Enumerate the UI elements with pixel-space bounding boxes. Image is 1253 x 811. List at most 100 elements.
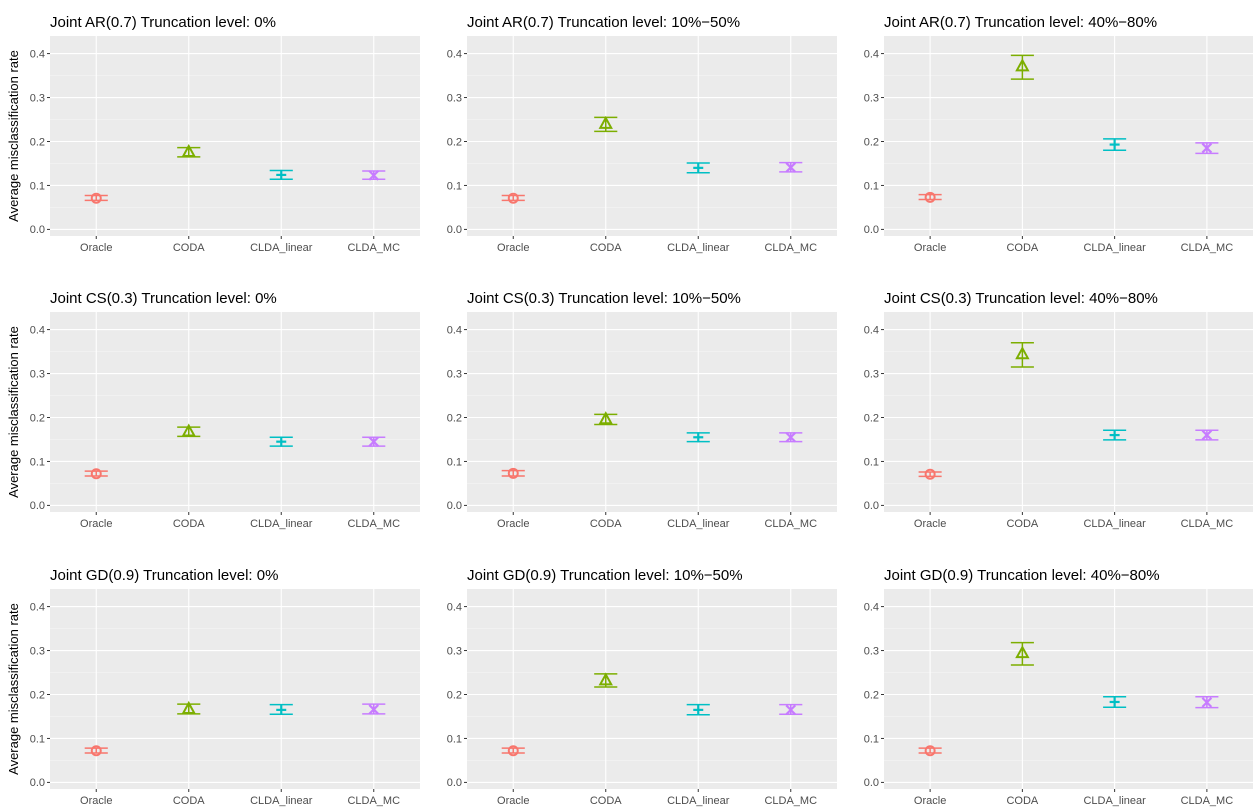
y-tick-label: 0.2 bbox=[447, 136, 462, 148]
x-tick-label: CODA bbox=[1006, 242, 1038, 254]
x-tick-label: CLDA_MC bbox=[347, 518, 400, 530]
y-tick-label: 0.1 bbox=[447, 456, 462, 468]
y-tick-label: 0.4 bbox=[447, 48, 462, 60]
x-tick-label: Oracle bbox=[80, 518, 112, 530]
y-tick-label: 0.2 bbox=[30, 689, 45, 701]
point-oracle bbox=[924, 191, 936, 203]
panel-title: Joint AR(0.7) Truncation level: 0% bbox=[50, 14, 276, 31]
y-tick-label: 0.4 bbox=[447, 601, 462, 613]
error-bar-oracle bbox=[84, 194, 108, 202]
y-tick-label: 0.2 bbox=[447, 412, 462, 424]
y-tick-label: 0.4 bbox=[30, 324, 45, 336]
point-clda-linear bbox=[276, 436, 287, 447]
panel-title: Joint AR(0.7) Truncation level: 10%−50% bbox=[467, 14, 740, 31]
point-coda bbox=[181, 143, 196, 158]
point-oracle bbox=[507, 192, 519, 204]
x-tick-label: Oracle bbox=[80, 795, 112, 807]
y-tick-label: 0.3 bbox=[30, 368, 45, 380]
point-clda-linear bbox=[693, 432, 704, 443]
y-tick-label: 0.3 bbox=[30, 645, 45, 657]
error-bar-oracle bbox=[918, 747, 942, 754]
panel-title: Joint GD(0.9) Truncation level: 10%−50% bbox=[467, 567, 743, 584]
panel-6: Joint CS(0.3) Truncation level: 40%−80% 0… bbox=[864, 290, 1253, 530]
panel-9: Joint GD(0.9) Truncation level: 40%−80% 0… bbox=[864, 567, 1253, 807]
x-tick-label: CODA bbox=[173, 242, 205, 254]
x-tick-label: CLDA_MC bbox=[764, 518, 817, 530]
y-tick-label: 0.1 bbox=[864, 733, 879, 745]
y-axis-title: Average misclassification rate bbox=[6, 326, 21, 498]
y-tick-label: 0.3 bbox=[447, 368, 462, 380]
y-tick-label: 0.2 bbox=[30, 136, 45, 148]
y-tick-label: 0.0 bbox=[864, 224, 879, 236]
y-tick-label: 0.3 bbox=[447, 92, 462, 104]
point-clda-mc bbox=[368, 170, 380, 181]
panel-title: Joint GD(0.9) Truncation level: 0% bbox=[50, 567, 278, 584]
point-oracle bbox=[924, 745, 936, 757]
x-tick-label: CLDA_linear bbox=[667, 242, 730, 254]
x-tick-label: CLDA_MC bbox=[1181, 795, 1234, 807]
panel-2: Joint AR(0.7) Truncation level: 10%−50% 0… bbox=[447, 14, 837, 254]
panel-background bbox=[50, 589, 420, 789]
point-clda-mc bbox=[785, 431, 797, 443]
x-tick-label: CLDA_linear bbox=[1083, 518, 1146, 530]
panel-background bbox=[884, 312, 1253, 512]
point-clda-mc bbox=[785, 162, 797, 173]
point-coda bbox=[181, 700, 196, 714]
point-oracle bbox=[507, 745, 519, 757]
x-tick-label: CLDA_MC bbox=[347, 795, 400, 807]
error-bar-oracle bbox=[501, 469, 525, 477]
y-tick-label: 0.2 bbox=[864, 136, 879, 148]
panel-title: Joint CS(0.3) Truncation level: 10%−50% bbox=[467, 290, 741, 307]
x-tick-label: Oracle bbox=[80, 242, 112, 254]
point-oracle bbox=[90, 468, 102, 480]
y-tick-label: 0.1 bbox=[30, 180, 45, 192]
panel-8: Joint GD(0.9) Truncation level: 10%−50% 0… bbox=[447, 567, 837, 807]
y-tick-label: 0.0 bbox=[30, 224, 45, 236]
point-coda bbox=[598, 672, 613, 686]
point-oracle bbox=[90, 192, 102, 204]
point-clda-linear bbox=[276, 704, 287, 715]
y-tick-label: 0.4 bbox=[864, 601, 879, 613]
point-coda bbox=[598, 411, 613, 425]
y-tick-label: 0.4 bbox=[30, 48, 45, 60]
point-coda bbox=[1015, 645, 1030, 659]
y-tick-label: 0.0 bbox=[864, 777, 879, 789]
y-tick-label: 0.0 bbox=[30, 500, 45, 512]
point-clda-mc bbox=[1201, 142, 1213, 154]
point-clda-linear bbox=[693, 704, 704, 715]
error-bar-oracle bbox=[501, 747, 525, 754]
point-coda bbox=[1015, 346, 1030, 360]
x-tick-label: CODA bbox=[173, 518, 205, 530]
panel-title: Joint AR(0.7) Truncation level: 40%−80% bbox=[884, 14, 1157, 31]
x-tick-label: CODA bbox=[590, 242, 622, 254]
panel-7: Joint GD(0.9) Truncation level: 0% 0.0 0.1… bbox=[6, 567, 420, 807]
x-tick-label: CLDA_linear bbox=[250, 242, 313, 254]
x-tick-label: CODA bbox=[590, 518, 622, 530]
y-tick-label: 0.4 bbox=[864, 324, 879, 336]
x-tick-label: Oracle bbox=[497, 518, 529, 530]
point-oracle bbox=[90, 745, 102, 757]
x-tick-label: CLDA_linear bbox=[1083, 242, 1146, 254]
y-tick-label: 0.1 bbox=[864, 180, 879, 192]
x-tick-label: CODA bbox=[173, 795, 205, 807]
x-tick-label: CLDA_MC bbox=[764, 795, 817, 807]
y-tick-label: 0.1 bbox=[447, 180, 462, 192]
y-tick-label: 0.0 bbox=[447, 224, 462, 236]
x-tick-label: CODA bbox=[1006, 795, 1038, 807]
x-tick-label: CLDA_linear bbox=[250, 795, 313, 807]
y-axis-title: Average misclassification rate bbox=[6, 50, 21, 222]
y-tick-label: 0.1 bbox=[30, 456, 45, 468]
y-tick-label: 0.0 bbox=[447, 777, 462, 789]
point-clda-linear bbox=[693, 162, 704, 173]
x-tick-label: CLDA_linear bbox=[667, 518, 730, 530]
y-tick-label: 0.2 bbox=[30, 412, 45, 424]
y-tick-label: 0.3 bbox=[447, 645, 462, 657]
x-tick-label: Oracle bbox=[914, 518, 946, 530]
point-oracle bbox=[507, 467, 519, 479]
panel-title: Joint GD(0.9) Truncation level: 40%−80% bbox=[884, 567, 1160, 584]
y-tick-label: 0.0 bbox=[447, 500, 462, 512]
x-tick-label: CLDA_linear bbox=[667, 795, 730, 807]
y-tick-label: 0.2 bbox=[447, 689, 462, 701]
point-clda-mc bbox=[368, 436, 380, 447]
x-tick-label: CLDA_linear bbox=[1083, 795, 1146, 807]
